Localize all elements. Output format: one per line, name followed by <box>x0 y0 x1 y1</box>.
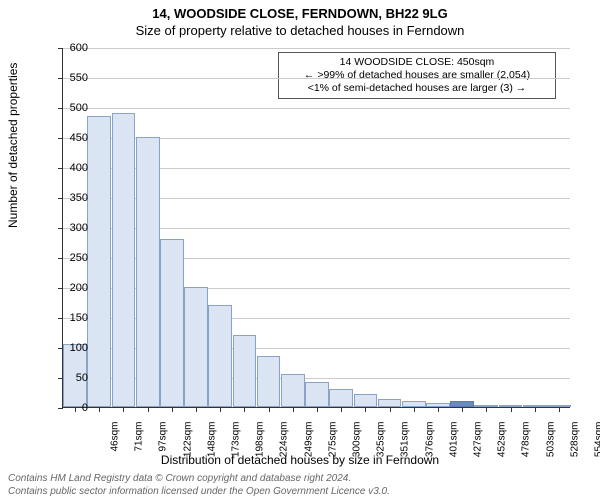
xtick-label: 528sqm <box>569 422 580 466</box>
annotation-line2: ← >99% of detached houses are smaller (2… <box>285 69 549 82</box>
xtick-mark <box>317 407 318 412</box>
bar <box>160 239 184 407</box>
bar <box>257 356 281 407</box>
bar <box>112 113 136 407</box>
xtick-label: 427sqm <box>472 422 483 466</box>
xtick-label: 198sqm <box>255 422 266 466</box>
xtick-mark <box>220 407 221 412</box>
ytick-label: 350 <box>54 192 88 204</box>
ytick-label: 450 <box>54 132 88 144</box>
xtick-mark <box>535 407 536 412</box>
ytick-label: 100 <box>54 342 88 354</box>
xtick-label: 249sqm <box>303 422 314 466</box>
xtick-label: 554sqm <box>593 422 600 466</box>
gridline <box>63 108 570 109</box>
y-axis-label: Number of detached properties <box>6 63 20 228</box>
bar <box>354 394 378 407</box>
xtick-mark <box>365 407 366 412</box>
xtick-mark <box>148 407 149 412</box>
xtick-label: 503sqm <box>545 422 556 466</box>
xtick-label: 46sqm <box>110 422 121 466</box>
xtick-label: 71sqm <box>134 422 145 466</box>
bar <box>233 335 257 407</box>
xtick-label: 351sqm <box>400 422 411 466</box>
ytick-label: 400 <box>54 162 88 174</box>
ytick-label: 50 <box>54 372 88 384</box>
xtick-label: 325sqm <box>376 422 387 466</box>
xtick-mark <box>559 407 560 412</box>
footer-attribution: Contains HM Land Registry data © Crown c… <box>8 472 390 498</box>
ytick-label: 600 <box>54 42 88 54</box>
xtick-label: 401sqm <box>448 422 459 466</box>
xtick-mark <box>390 407 391 412</box>
xtick-label: 275sqm <box>327 422 338 466</box>
xtick-mark <box>511 407 512 412</box>
annotation-line3: <1% of semi-detached houses are larger (… <box>285 82 549 95</box>
bar <box>87 116 111 407</box>
xtick-mark <box>341 407 342 412</box>
bar <box>329 389 353 407</box>
xtick-mark <box>438 407 439 412</box>
ytick-label: 550 <box>54 72 88 84</box>
ytick-label: 250 <box>54 252 88 264</box>
xtick-mark <box>99 407 100 412</box>
xtick-label: 173sqm <box>231 422 242 466</box>
xtick-mark <box>123 407 124 412</box>
ytick-label: 500 <box>54 102 88 114</box>
annotation-box: 14 WOODSIDE CLOSE: 450sqm ← >99% of deta… <box>278 52 556 99</box>
bar <box>184 287 208 407</box>
ytick-label: 200 <box>54 282 88 294</box>
xtick-mark <box>269 407 270 412</box>
xtick-label: 122sqm <box>182 422 193 466</box>
gridline <box>63 78 570 79</box>
xtick-mark <box>414 407 415 412</box>
bar <box>378 399 402 407</box>
xtick-mark <box>244 407 245 412</box>
xtick-mark <box>293 407 294 412</box>
xtick-label: 148sqm <box>206 422 217 466</box>
xtick-mark <box>486 407 487 412</box>
bar <box>305 382 329 407</box>
bar <box>136 137 160 407</box>
chart-container: 14, WOODSIDE CLOSE, FERNDOWN, BH22 9LG S… <box>0 0 600 500</box>
bar <box>208 305 232 407</box>
xtick-label: 376sqm <box>424 422 435 466</box>
x-axis-label: Distribution of detached houses by size … <box>0 453 600 467</box>
ytick-label: 0 <box>54 402 88 414</box>
xtick-label: 478sqm <box>521 422 532 466</box>
xtick-label: 97sqm <box>158 422 169 466</box>
gridline <box>63 48 570 49</box>
chart-title-line1: 14, WOODSIDE CLOSE, FERNDOWN, BH22 9LG <box>0 0 600 21</box>
xtick-mark <box>462 407 463 412</box>
xtick-mark <box>172 407 173 412</box>
xtick-label: 300sqm <box>352 422 363 466</box>
annotation-line1: 14 WOODSIDE CLOSE: 450sqm <box>285 56 549 69</box>
plot-area: 14 WOODSIDE CLOSE: 450sqm ← >99% of deta… <box>62 48 570 408</box>
ytick-label: 300 <box>54 222 88 234</box>
xtick-mark <box>196 407 197 412</box>
xtick-label: 452sqm <box>497 422 508 466</box>
xtick-label: 224sqm <box>279 422 290 466</box>
bar <box>281 374 305 407</box>
footer-line2: Contains public sector information licen… <box>8 485 390 498</box>
footer-line1: Contains HM Land Registry data © Crown c… <box>8 472 390 485</box>
ytick-label: 150 <box>54 312 88 324</box>
chart-title-line2: Size of property relative to detached ho… <box>0 21 600 38</box>
